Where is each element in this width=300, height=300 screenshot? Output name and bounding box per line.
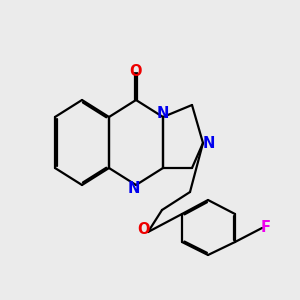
- Text: N: N: [128, 182, 140, 196]
- Text: N: N: [202, 136, 214, 151]
- Text: O: O: [137, 222, 150, 237]
- Text: F: F: [261, 220, 271, 235]
- Text: O: O: [130, 64, 142, 79]
- Text: N: N: [157, 106, 169, 121]
